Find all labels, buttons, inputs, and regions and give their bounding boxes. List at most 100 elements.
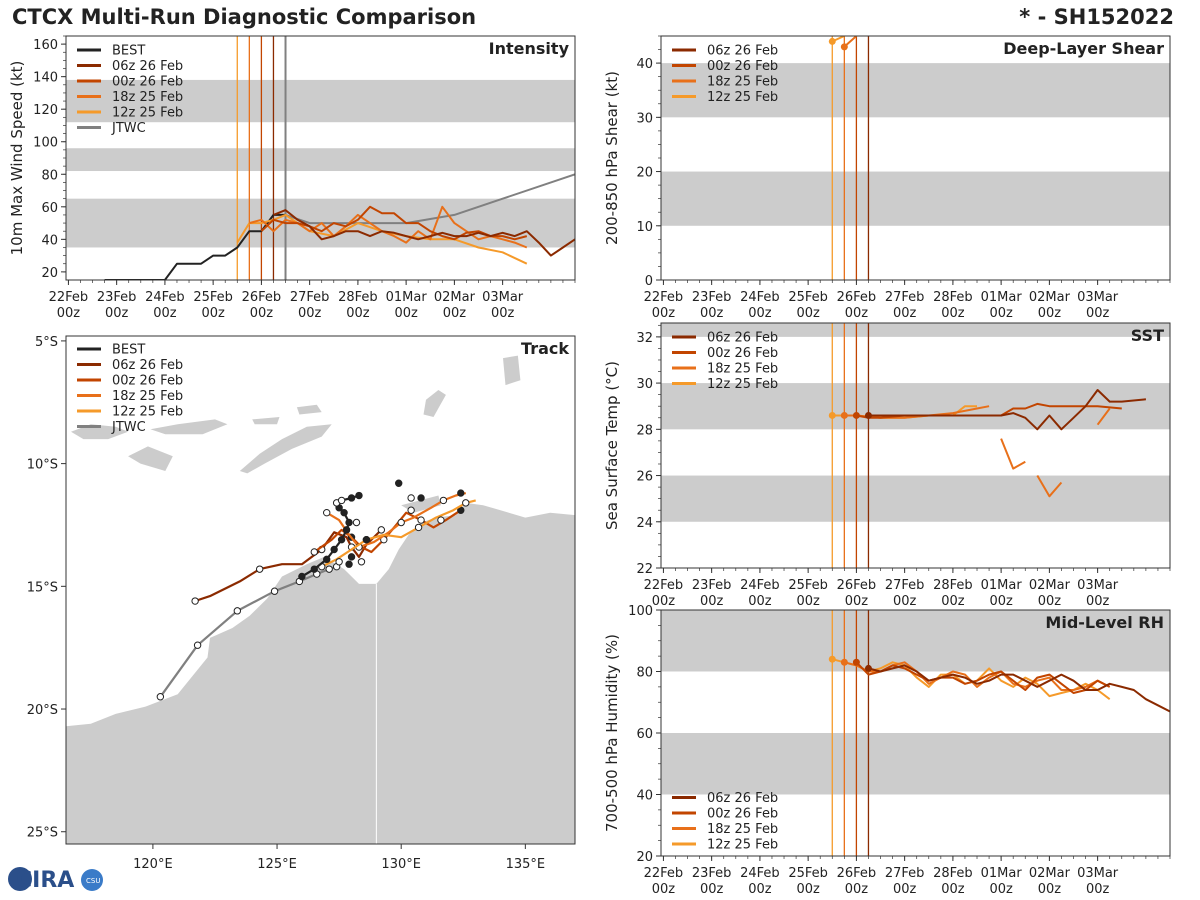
sst-ytick-label: 30 [636, 377, 653, 392]
sst-xtick-label-hour: 00z [796, 594, 820, 609]
sst-ylabel: Sea Surface Temp (°C) [603, 361, 621, 530]
intensity-legend-label-r12z25: 12z 25 Feb [112, 106, 183, 121]
sst-xtick-label-hour: 00z [845, 594, 869, 609]
track-fix-point [395, 479, 403, 487]
intensity-band-2 [66, 79, 575, 123]
shear-legend-label-r06z26: 06z 26 Feb [707, 44, 778, 59]
track-fix-point [345, 560, 353, 568]
sst-series-r06z26-6 [868, 389, 1146, 431]
rh-ytick-label: 60 [636, 727, 653, 742]
track-point-r18z25 [397, 518, 405, 527]
intensity-xtick-label-hour: 00z [443, 306, 467, 321]
track-fix-point [407, 494, 415, 502]
track-fix-point [407, 506, 415, 514]
rh-band-0 [661, 733, 1170, 795]
shear-xtick-label-day: 28Feb [933, 290, 973, 305]
rh-series-start-2 [852, 658, 860, 666]
track-point-jtwc [193, 641, 202, 649]
track-point-r06z26 [191, 597, 199, 605]
track-point-r12z25 [462, 499, 470, 507]
track-point-best [337, 535, 346, 544]
intensity-ytick-label: 100 [33, 136, 58, 151]
track-xtick-label: 130°E [381, 857, 421, 872]
intensity-xtick-label-day: 25Feb [193, 290, 233, 305]
shear-xtick-label-hour: 00z [845, 306, 869, 321]
rh-xtick-label-hour: 00z [748, 882, 772, 897]
sst-ytick-label: 26 [636, 470, 653, 485]
shear-ytick-label: 10 [636, 220, 653, 235]
rh-xtick-label-day: 28Feb [933, 866, 973, 881]
intensity-plot-area [66, 36, 575, 280]
storm-id: * - SH152022 [1019, 5, 1174, 29]
track-xtick-label: 120°E [133, 857, 173, 872]
intensity-ytick-label: 80 [41, 168, 58, 183]
intensity-xtick-label-hour: 00z [394, 306, 418, 321]
intensity-xtick-label-day: 24Feb [145, 290, 185, 305]
intensity-ytick-label: 60 [41, 201, 58, 216]
rh-ytick-label: 100 [628, 604, 653, 619]
track-point-r18z25 [439, 496, 448, 505]
main-title: CTCX Multi-Run Diagnostic Comparison [12, 5, 477, 29]
sst-band-2 [661, 323, 1170, 337]
flores-island [150, 419, 228, 435]
sst-xtick-label-day: 25Feb [788, 578, 828, 593]
track-legend-label-r00z26: 00z 26 Feb [112, 374, 183, 389]
track-fix-point [335, 558, 343, 566]
track-point-best [355, 491, 363, 500]
sst-xtick-label-day: 02Mar [1029, 578, 1071, 593]
rh-ylabel: 700-500 hPa Humidity (%) [603, 634, 621, 832]
shear-xtick-label-day: 25Feb [788, 290, 828, 305]
sst-xtick-label-day: 22Feb [644, 578, 684, 593]
sst-xtick-label-day: 27Feb [885, 578, 925, 593]
shear-xtick-label-hour: 00z [796, 306, 820, 321]
sst-title: SST [1131, 326, 1164, 345]
track-point-best [330, 545, 338, 554]
intensity-ytick-label: 40 [41, 233, 58, 248]
track-point-jtwc [325, 565, 333, 573]
rh-band-1 [661, 610, 1170, 672]
intensity-ytick-label: 140 [33, 71, 58, 86]
sst-xtick-label-hour: 00z [941, 594, 965, 609]
intensity-xtick-label-day: 27Feb [290, 290, 330, 305]
sst-xtick-label-day: 03Mar [1077, 578, 1119, 593]
rh-xtick-label-day: 03Mar [1077, 866, 1119, 881]
track-fix-point [347, 553, 356, 561]
intensity-title: Intensity [489, 39, 570, 58]
shear-legend-label-r18z25: 18z 25 Feb [707, 75, 778, 90]
rh-panel: 2040608010022Feb00z23Feb00z24Feb00z25Feb… [603, 604, 1171, 897]
track-ytick-label: 5°S [35, 335, 58, 350]
shear-xtick-label-day: 26Feb [837, 290, 877, 305]
sst-xtick-label-hour: 00z [652, 594, 676, 609]
track-point-r06z26 [377, 526, 386, 534]
track-point-jtwc [156, 693, 165, 701]
track-point-r18z25 [323, 508, 331, 517]
wetar-island [296, 404, 322, 415]
track-point-best [310, 565, 318, 573]
shear-ylabel: 200-850 hPa Shear (kt) [603, 71, 621, 245]
rh-legend-label-r00z26: 00z 26 Feb [707, 807, 778, 822]
track-xtick-label: 125°E [257, 857, 297, 872]
rh-xtick-label-day: 24Feb [740, 866, 780, 881]
shear-xtick-label-day: 01Mar [981, 290, 1023, 305]
cira-logo: CIRA CSU [6, 864, 104, 894]
shear-xtick-label-hour: 00z [1086, 306, 1110, 321]
tanimbar-island [423, 390, 446, 417]
intensity-xtick-label-hour: 00z [298, 306, 322, 321]
track-point-best [323, 555, 331, 564]
shear-xtick-label-day: 22Feb [644, 290, 684, 305]
rh-series-start-1 [840, 658, 848, 666]
track-point-r00z26 [417, 516, 425, 524]
shear-ytick-label: 0 [645, 274, 653, 289]
track-legend-label-r18z25: 18z 25 Feb [112, 389, 183, 404]
intensity-xtick-label-hour: 00z [250, 306, 274, 321]
sst-xtick-label-day: 28Feb [933, 578, 973, 593]
rh-ytick-label: 20 [636, 850, 653, 865]
intensity-xtick-label-day: 03Mar [482, 290, 524, 305]
shear-xtick-label-hour: 00z [893, 306, 917, 321]
shear-series-start-1 [840, 43, 848, 51]
sst-ytick-label: 32 [636, 331, 653, 346]
rh-xtick-label-hour: 00z [1038, 882, 1062, 897]
rh-xtick-label-day: 02Mar [1029, 866, 1071, 881]
rh-legend-label-r06z26: 06z 26 Feb [707, 791, 778, 806]
